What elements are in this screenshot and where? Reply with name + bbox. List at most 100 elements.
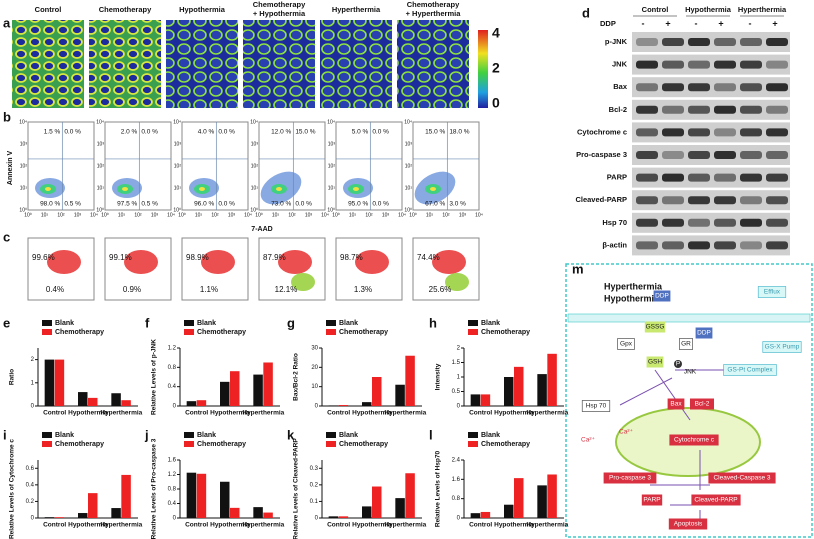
bar	[78, 392, 88, 406]
flow-plot	[181, 121, 249, 211]
bar	[362, 506, 372, 518]
y-tick-label: 10⁴	[96, 119, 104, 125]
x-tick-label: 10³	[382, 212, 390, 218]
pathway-node	[679, 338, 693, 350]
panel-label: k	[287, 427, 295, 442]
y-tick-label: 10¹	[174, 185, 182, 191]
blot-band	[766, 83, 788, 92]
x-tick-label: Hypothermia	[210, 410, 250, 417]
y-tick-label: 10³	[405, 141, 413, 147]
pathway-text: Hsp 70	[586, 403, 607, 410]
bar	[121, 474, 131, 518]
row-label: JNK	[612, 60, 628, 69]
quadrant-value: 67.0 %	[425, 201, 445, 208]
y-tick-label: 0.4	[168, 384, 177, 390]
blot-band	[636, 105, 658, 114]
blot-band	[662, 173, 684, 182]
legend-swatch	[42, 329, 52, 335]
dot-core	[199, 187, 205, 191]
quadrant-value: 0.0 %	[218, 201, 235, 208]
x-tick-label: Control	[469, 410, 492, 417]
row-label: Bcl-2	[609, 105, 627, 114]
bar	[328, 405, 339, 406]
blot-band	[688, 241, 710, 250]
legend-swatch	[326, 320, 336, 326]
bar	[230, 507, 240, 518]
dot-core	[430, 187, 436, 191]
bar	[230, 371, 240, 406]
x-tick-label: 10³	[459, 212, 467, 218]
x-tick-label: Control	[327, 522, 350, 529]
y-tick-label: 10³	[328, 141, 336, 147]
blot-band	[688, 218, 710, 227]
gate-value: 99.6%	[32, 253, 55, 262]
gate-value: 74.4%	[417, 253, 440, 262]
sign: +	[665, 18, 670, 28]
gate-value: 98.7%	[340, 253, 363, 262]
panel-label: e	[3, 315, 10, 330]
legend-label: Chemotherapy	[197, 441, 246, 448]
blot-band	[740, 128, 762, 137]
y-tick-label: 1.5	[452, 360, 461, 366]
x-tick-label: 10⁰	[101, 212, 109, 218]
bar	[54, 359, 65, 406]
blot-strip	[632, 145, 790, 165]
x-tick-label: Control	[185, 522, 208, 529]
group-label: Control	[642, 5, 669, 14]
quadrant-value: 73.0 %	[271, 201, 291, 208]
micrograph	[243, 20, 315, 108]
bar	[220, 481, 230, 518]
gate-value: 1.1%	[200, 285, 218, 294]
x-tick-label: Hypothermia	[352, 522, 392, 529]
blot-band	[740, 173, 762, 182]
y-tick-label: 10¹	[328, 185, 336, 191]
x-tick-label: 10²	[57, 212, 65, 218]
pathway-text: Ca²⁺	[581, 437, 595, 444]
panel-label: a	[3, 15, 11, 30]
red-cloud	[124, 250, 158, 274]
blot-band	[636, 218, 658, 227]
sign: -	[642, 18, 645, 28]
phospho-marker	[674, 360, 682, 368]
row-label: p-JNK	[605, 37, 628, 46]
y-tick-label: 0.8	[168, 487, 177, 493]
pathway-text: Bax	[670, 401, 682, 408]
column-header: Hyperthermia	[332, 5, 381, 14]
x-tick-label: 10²	[365, 212, 373, 218]
quadrant-value: 12.0 %	[271, 129, 291, 136]
y-tick-label: 10⁴	[250, 119, 258, 125]
bar	[44, 359, 55, 406]
y-tick-label: 0	[457, 404, 461, 410]
y-tick-label: 2	[31, 357, 35, 363]
quadrant-value: 0.0 %	[295, 201, 312, 208]
dot-core	[353, 187, 359, 191]
blot-band	[714, 151, 736, 159]
column-header: + Hypothermia	[253, 9, 306, 18]
legend-label: Chemotherapy	[339, 441, 388, 448]
row-label: β-actin	[602, 240, 627, 249]
gate-value: 0.4%	[46, 285, 64, 294]
bar	[78, 513, 88, 518]
x-tick-label: Hyperthermia	[100, 410, 142, 417]
pathway-text: GSH	[648, 359, 662, 366]
y-tick-label: 0.4	[26, 482, 35, 488]
pathway-node	[757, 286, 787, 298]
pathway-text: P	[676, 361, 680, 368]
pathway-node	[603, 472, 657, 484]
bar	[338, 516, 349, 518]
y-tick-label: 10³	[97, 141, 105, 147]
y-tick-label: 0.1	[310, 499, 319, 505]
y-tick-label: 1.2	[168, 472, 177, 478]
colorbar	[478, 30, 488, 108]
blot-band	[688, 196, 710, 205]
bar	[263, 362, 273, 406]
x-tick-label: 10⁴	[398, 212, 406, 218]
pathway-text: Cytochrome c	[674, 437, 715, 444]
x-tick-label: 10⁰	[24, 212, 32, 218]
blot-band	[714, 60, 736, 69]
bar	[44, 517, 55, 518]
y-tick-label: 10²	[328, 163, 336, 169]
panel-label: m	[572, 261, 584, 276]
y-tick-label: 10³	[20, 141, 28, 147]
blot-band	[636, 60, 658, 69]
